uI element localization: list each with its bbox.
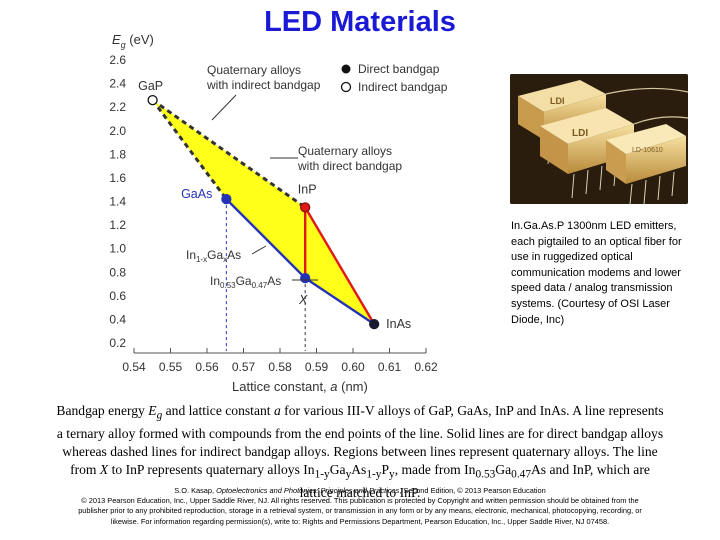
x-tick-label: 0.60 (341, 360, 365, 374)
y-tick-label: 2.0 (109, 124, 126, 138)
y-tick-label: 1.4 (109, 195, 126, 209)
x-tick-label: 0.58 (268, 360, 292, 374)
annotation-ternary: In1-xGaxAs (186, 248, 241, 264)
annotation-direct-line2: with direct bandgap (297, 159, 402, 173)
annotation-indirect-pointer (211, 94, 237, 121)
photo-caption: In.Ga.As.P 1300nm LED emitters, each pig… (511, 220, 682, 326)
figure-caption: Bandgap energy Eg and lattice constant a… (56, 403, 664, 501)
legend-indirect-marker (340, 81, 352, 93)
point-label-GaAs: GaAs (181, 187, 212, 201)
x-tick-label: 0.56 (195, 360, 219, 374)
x-tick-label: 0.54 (122, 360, 146, 374)
quaternary-region (152, 100, 375, 325)
point-label-X: X (298, 293, 308, 307)
fiber-pigtail (633, 116, 688, 125)
credits-line-4: likewise. For information regarding perm… (110, 516, 610, 526)
x-tick-label: 0.55 (159, 360, 183, 374)
led-package-front: LD-10610 (606, 124, 686, 204)
y-axis-title: Eg (eV) (112, 32, 154, 50)
fiber-pigtail (605, 87, 688, 95)
led-emitter-illustration: LDI LDI LD-10610 (510, 74, 688, 204)
annotation-direct-line1: Quaternary alloys (298, 144, 392, 158)
annotation-lattice-matched: In0.53Ga0.47As (210, 274, 281, 290)
point-X (300, 272, 311, 284)
point-GaP (147, 94, 158, 106)
point-InAs (369, 318, 380, 330)
y-tick-label: 0.2 (109, 336, 126, 350)
legend-direct-label: Direct bandgap (358, 62, 440, 76)
y-tick-label: 1.0 (109, 242, 126, 256)
point-GaAs (221, 193, 232, 205)
y-tick-label: 1.6 (109, 171, 126, 185)
credits-line-1: S.O. Kasap, Optoelectronics and Photonic… (174, 486, 546, 495)
x-axis-title: Lattice constant, a (nm) (232, 379, 368, 394)
y-tick-label: 2.4 (109, 77, 126, 91)
bandgap-chart: 0.54 0.55 0.56 0.57 0.58 0.59 0.60 0.61 0.62 0.2… (109, 32, 448, 394)
point-InP (300, 202, 311, 213)
line-GaP-GaAs (151, 99, 228, 200)
x-axis-ticks: 0.54 0.55 0.56 0.57 0.58 0.59 0.60 0.61 0.62 (122, 348, 438, 374)
point-label-InAs: InAs (386, 317, 411, 331)
y-axis-ticks: 0.2 0.4 0.6 0.8 1.0 1.2 1.4 1.6 1.8 2.0 2.2 2.4 2.6 (109, 53, 126, 350)
annotation-indirect-line2: with indirect bandgap (206, 78, 321, 92)
line-GaP-InP (151, 98, 307, 209)
slide-title: LED Materials (264, 6, 456, 38)
x-tick-label: 0.61 (378, 360, 402, 374)
y-tick-label: 0.8 (109, 265, 126, 279)
line-InP-InAs (304, 206, 376, 325)
annotation-indirect-line1: Quaternary alloys (207, 63, 301, 77)
legend-direct-marker (341, 64, 351, 74)
x-tick-label: 0.59 (305, 360, 329, 374)
x-tick-label: 0.57 (232, 360, 256, 374)
y-tick-label: 2.2 (109, 100, 126, 114)
svg-text:LD-10610: LD-10610 (632, 147, 663, 154)
y-tick-label: 1.2 (109, 218, 126, 232)
alloy-lines (151, 98, 376, 351)
copyright-credits: S.O. Kasap, Optoelectronics and Photonic… (22, 486, 698, 527)
point-label-GaP: GaP (138, 79, 163, 93)
credits-line-2: © 2013 Pearson Education, Inc., Upper Sa… (81, 496, 639, 506)
credits-line-3: publisher prior to any prohibited reprod… (78, 506, 642, 516)
svg-text:LDI: LDI (550, 96, 565, 106)
annotation-ternary-pointer (251, 245, 267, 255)
point-label-InP: InP (298, 182, 317, 196)
x-tick-label: 0.62 (414, 360, 438, 374)
svg-text:LDI: LDI (572, 128, 588, 139)
y-tick-label: 0.6 (109, 289, 126, 303)
y-tick-label: 0.4 (109, 312, 126, 326)
led-emitter-photo: LDI LDI LD-10610 (510, 74, 688, 204)
legend-indirect-label: Indirect bandgap (358, 80, 448, 94)
y-tick-label: 1.8 (109, 147, 126, 161)
y-tick-label: 2.6 (109, 53, 126, 67)
legend: Direct bandgap Indirect bandgap (340, 62, 448, 94)
led-package-middle: LDI (540, 108, 634, 199)
